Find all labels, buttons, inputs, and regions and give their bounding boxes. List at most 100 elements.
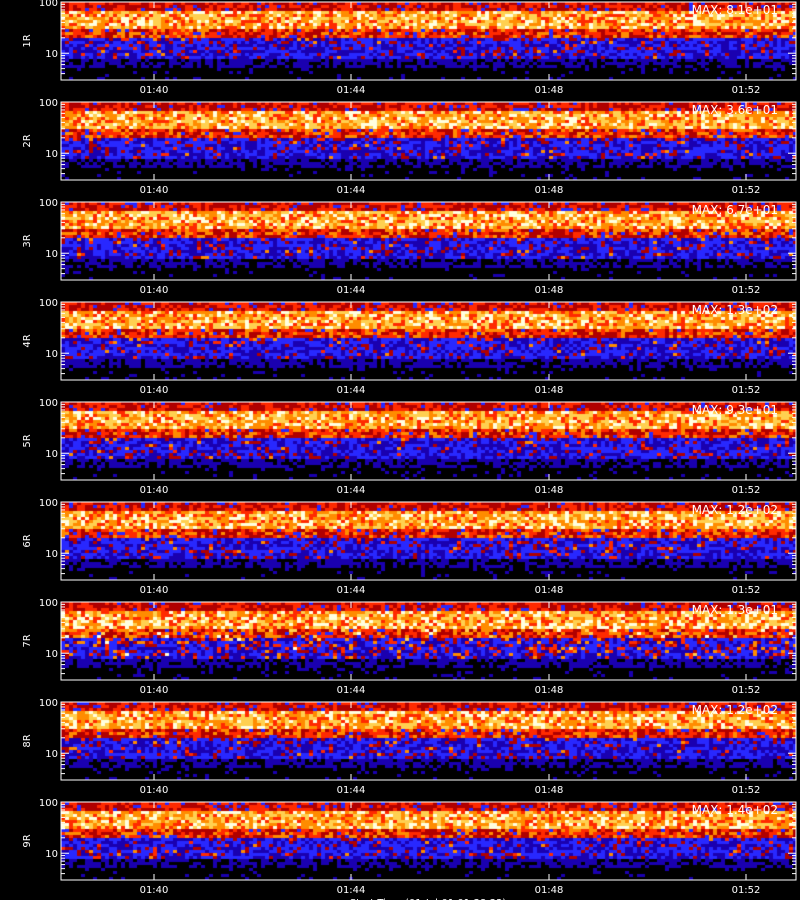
x-tick-label: 01:48	[535, 385, 564, 396]
panel-6r: 100 10 01:40 01:44 01:48 01:52 6R MAX: 1.2e+02	[22, 498, 797, 596]
y-tick-label: 10	[45, 149, 58, 160]
plot-frame	[60, 201, 797, 281]
x-tick-label: 01:48	[535, 885, 564, 896]
panel-label: 5R	[22, 434, 33, 447]
spectrogram-9r	[61, 802, 796, 880]
y-tick-label: 10	[45, 649, 58, 660]
y-tick-label: 10	[45, 749, 58, 760]
y-tick-label: 100	[39, 298, 58, 309]
panel-8r: 100 10 01:40 01:44 01:48 01:52 8R MAX: 1.2e+02	[22, 698, 797, 796]
y-tick-label: 100	[39, 698, 58, 709]
x-tick-label: 01:40	[140, 785, 169, 796]
x-tick-label: 01:52	[732, 185, 761, 196]
x-tick-label: 01:40	[140, 285, 169, 296]
x-tick-label: 01:44	[337, 685, 366, 696]
y-tick-label: 100	[39, 798, 58, 809]
panel-label: 3R	[22, 234, 33, 247]
y-tick-label: 100	[39, 198, 58, 209]
panel-label: 6R	[22, 534, 33, 547]
spectrogram-4r	[61, 302, 796, 380]
panel-1r: 100 10 01:40 01:44 01:48 01:52 1R MAX: 8.1e+01	[22, 0, 797, 96]
x-tick-label: 01:52	[732, 785, 761, 796]
x-tick-label: 01:44	[337, 385, 366, 396]
max-annotation: MAX: 1.4e+02	[692, 803, 778, 817]
x-tick-label: 01:48	[535, 85, 564, 96]
spectrogram-6r	[61, 502, 796, 580]
x-tick-label: 01:52	[732, 885, 761, 896]
x-tick-label: 01:52	[732, 85, 761, 96]
x-tick-label: 01:48	[535, 285, 564, 296]
plot-frame	[60, 401, 797, 481]
x-tick-label: 01:40	[140, 885, 169, 896]
plot-frame	[60, 501, 797, 581]
x-tick-label: 01:48	[535, 585, 564, 596]
x-tick-label: 01:44	[337, 185, 366, 196]
x-tick-label: 01:48	[535, 785, 564, 796]
y-tick-label: 10	[45, 49, 58, 60]
x-tick-label: 01:44	[337, 785, 366, 796]
plot-frame	[60, 1, 797, 81]
max-annotation: MAX: 1.3e+01	[692, 603, 778, 617]
x-tick-label: 01:44	[337, 885, 366, 896]
x-tick-label: 01:44	[337, 585, 366, 596]
spectrogram-1r	[61, 2, 796, 80]
max-annotation: MAX: 1.3e+02	[692, 303, 778, 317]
y-tick-label: 100	[39, 0, 58, 9]
x-tick-label: 01:44	[337, 485, 366, 496]
spectrogram-7r	[61, 602, 796, 680]
x-tick-label: 01:52	[732, 285, 761, 296]
max-annotation: MAX: 9.3e+01	[692, 403, 778, 417]
plot-frame	[60, 301, 797, 381]
panel-label: 1R	[22, 34, 33, 47]
x-tick-label: 01:52	[732, 585, 761, 596]
x-tick-label: 01:52	[732, 385, 761, 396]
x-tick-label: 01:52	[732, 685, 761, 696]
max-annotation: MAX: 6.7e+01	[692, 203, 778, 217]
panel-label: 9R	[22, 834, 33, 847]
spectrogram-5r	[61, 402, 796, 480]
x-tick-label: 01:48	[535, 685, 564, 696]
panel-5r: 100 10 01:40 01:44 01:48 01:52 5R MAX: 9.3e+01	[22, 398, 797, 496]
panel-label: 4R	[22, 334, 33, 347]
y-tick-label: 100	[39, 98, 58, 109]
x-tick-label: 01:40	[140, 85, 169, 96]
x-tick-label: 01:48	[535, 185, 564, 196]
plot-frame	[60, 601, 797, 681]
y-tick-label: 100	[39, 498, 58, 509]
x-tick-label: 01:40	[140, 185, 169, 196]
plot-frame	[60, 801, 797, 881]
max-annotation: MAX: 1.2e+02	[692, 503, 778, 517]
x-tick-label: 01:40	[140, 485, 169, 496]
x-tick-label: 01:48	[535, 485, 564, 496]
y-tick-label: 100	[39, 398, 58, 409]
panel-7r: 100 10 01:40 01:44 01:48 01:52 7R MAX: 1.3e+01	[22, 598, 797, 696]
y-tick-label: 100	[39, 598, 58, 609]
max-annotation: MAX: 3.6e+01	[692, 103, 778, 117]
x-tick-label: 01:40	[140, 585, 169, 596]
spectrogram-8r	[61, 702, 796, 780]
spectrogram-2r	[61, 102, 796, 180]
x-tick-label: 01:40	[140, 685, 169, 696]
plot-frame	[60, 101, 797, 181]
y-tick-label: 10	[45, 249, 58, 260]
panel-3r: 100 10 01:40 01:44 01:48 01:52 3R MAX: 6.7e+01	[22, 198, 797, 296]
max-annotation: MAX: 1.2e+02	[692, 703, 778, 717]
x-tick-label: 01:40	[140, 385, 169, 396]
x-tick-label: 01:44	[337, 285, 366, 296]
panel-label: 2R	[22, 134, 33, 147]
y-tick-label: 10	[45, 549, 58, 560]
panel-label: 7R	[22, 634, 33, 647]
panel-4r: 100 10 01:40 01:44 01:48 01:52 4R MAX: 1.3e+02	[22, 298, 797, 396]
y-tick-label: 10	[45, 449, 58, 460]
max-annotation: MAX: 8.1e+01	[692, 3, 778, 17]
x-axis-title: Start Time (01-Jul-01 01:38:33)	[350, 898, 507, 900]
y-tick-label: 10	[45, 849, 58, 860]
panel-9r: 100 10 01:40 01:44 01:48 01:52 9R MAX: 1.4e+02	[22, 798, 797, 896]
x-tick-label: 01:44	[337, 85, 366, 96]
x-tick-label: 01:52	[732, 485, 761, 496]
panel-label: 8R	[22, 734, 33, 747]
panel-2r: 100 10 01:40 01:44 01:48 01:52 2R MAX: 3.6e+01	[22, 98, 797, 196]
y-tick-label: 10	[45, 349, 58, 360]
plot-frame	[60, 701, 797, 781]
